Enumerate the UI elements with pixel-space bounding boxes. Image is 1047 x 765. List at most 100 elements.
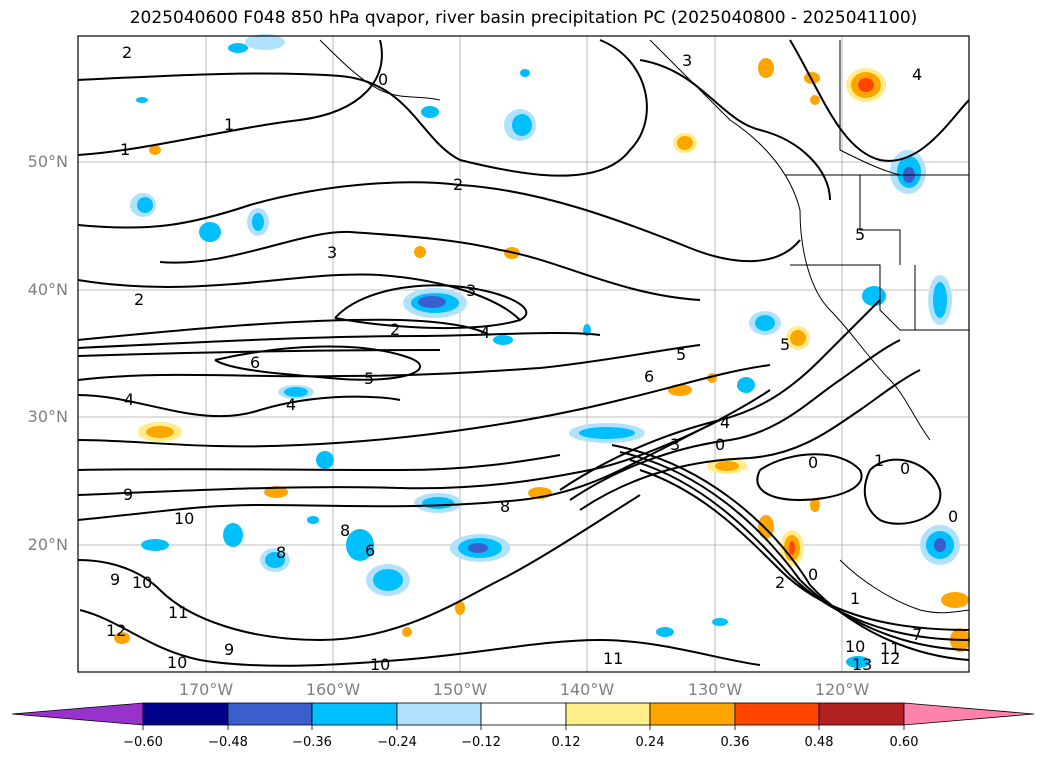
lon-label-150: 150°W [432, 680, 488, 699]
colorbar-cell [649, 702, 736, 726]
map-frame [77, 35, 970, 673]
contour-label: 8 [276, 543, 286, 562]
contour-label: 5 [676, 345, 686, 364]
lat-label-40: 40°N [27, 280, 68, 299]
contour-label: 6 [644, 367, 654, 386]
contour-1b [863, 458, 942, 525]
contour-label: 9 [110, 570, 120, 589]
contour-4b [77, 332, 601, 349]
contour-label: 3 [670, 435, 680, 454]
contour-label: 0 [808, 453, 818, 472]
contour-4-north [789, 39, 970, 162]
colorbar-cell [227, 702, 313, 726]
contour-dense-4 [639, 469, 970, 631]
lon-label-170: 170°W [178, 680, 234, 699]
contour-0 [756, 453, 863, 501]
contour-label: 0 [378, 70, 388, 89]
contour-label: 6 [250, 353, 260, 372]
contour-5b [77, 344, 701, 381]
north-america-coast [649, 39, 931, 441]
contour-label: 0 [808, 565, 818, 584]
contour-2b [77, 273, 521, 321]
contour-dense-5 [629, 459, 970, 641]
contour-label: 11 [880, 639, 900, 658]
contour-label-group: 2 0 1 1 3 2 3 3 2 4 5 6 5 6 4 4 2 9 10 8… [106, 43, 958, 674]
contour-label: 4 [286, 395, 296, 414]
contour-label: 12 [106, 621, 126, 640]
contour-dense-2 [569, 339, 901, 501]
patch-blue [130, 34, 960, 668]
colorbar [11, 702, 1035, 730]
contour-label: 4 [480, 323, 490, 342]
contour-dense-6 [619, 451, 970, 651]
colorbar-cell [396, 702, 482, 726]
state-lines [790, 264, 969, 331]
coastlines [319, 39, 970, 614]
contour-label: 13 [852, 655, 872, 674]
contour-dense-3 [579, 369, 921, 511]
contour-3a [159, 230, 701, 301]
lat-label-50: 50°N [27, 152, 68, 171]
contour-label: 1 [224, 115, 234, 134]
contour-label: 3 [327, 243, 337, 262]
contour-lines [77, 39, 970, 667]
contour-3-north [639, 59, 831, 201]
contour-label: 1 [874, 451, 884, 470]
alaska-coast [319, 39, 441, 101]
contour-label: 1 [850, 589, 860, 608]
contour-label: 5 [780, 335, 790, 354]
contour-label: 3 [466, 281, 476, 300]
colorbar-label: −0.36 [292, 735, 332, 750]
contour-label: 10 [167, 653, 187, 672]
contour-label: 11 [603, 649, 623, 668]
lon-label-130: 130°W [687, 680, 743, 699]
contour-label: 2 [134, 290, 144, 309]
contour-label: 2 [390, 320, 400, 339]
colorbar-label: −0.60 [123, 735, 163, 750]
colorbar-label: −0.12 [461, 735, 501, 750]
contour-11 [79, 609, 761, 667]
contour-1 [77, 39, 383, 156]
contour-2-north [77, 39, 648, 177]
contour-label: 0 [715, 435, 725, 454]
contour-4 [77, 318, 491, 341]
mexico-coast [839, 559, 970, 614]
contour-label: 3 [682, 51, 692, 70]
contour-label: 10 [132, 573, 152, 592]
graticule [78, 36, 969, 672]
contour-label: 9 [123, 485, 133, 504]
contour-label: 1 [120, 140, 130, 159]
map-title: 2025040600 F048 850 hPa qvapor, river ba… [129, 8, 918, 28]
contour-9b [77, 494, 641, 641]
colorbar-label: −0.24 [377, 735, 417, 750]
contour-label: 4 [720, 413, 730, 432]
contour-label: 0 [900, 459, 910, 478]
lat-label-30: 30°N [27, 407, 68, 426]
contour-label: 11 [168, 603, 188, 622]
colorbar-cell [142, 702, 229, 726]
lon-label-120: 120°W [814, 680, 870, 699]
colorbar-label: 0.60 [889, 735, 919, 750]
colorbar-cell [734, 702, 820, 726]
colorbar-cell [311, 702, 398, 726]
contour-3b [334, 284, 528, 330]
contour-label: 4 [912, 65, 922, 84]
contour-label: 2 [775, 573, 785, 592]
colorbar-label: 0.48 [804, 735, 834, 750]
colorbar-cell [565, 702, 651, 726]
contour-9a [77, 419, 721, 496]
colorbar-label: 0.12 [551, 735, 581, 750]
colorbar-extend-low [11, 702, 144, 726]
lon-label-160: 160°W [305, 680, 361, 699]
colorbar-cell [818, 702, 905, 726]
colorbar-label: 0.24 [635, 735, 665, 750]
lon-label-140: 140°W [559, 680, 615, 699]
map-background [78, 36, 969, 672]
contour-6 [214, 345, 422, 381]
contour-label: 6 [365, 541, 375, 560]
contour-label: 7 [912, 625, 922, 644]
contour-label: 5 [855, 225, 865, 244]
contour-label: 8 [500, 497, 510, 516]
contour-8 [77, 454, 561, 471]
